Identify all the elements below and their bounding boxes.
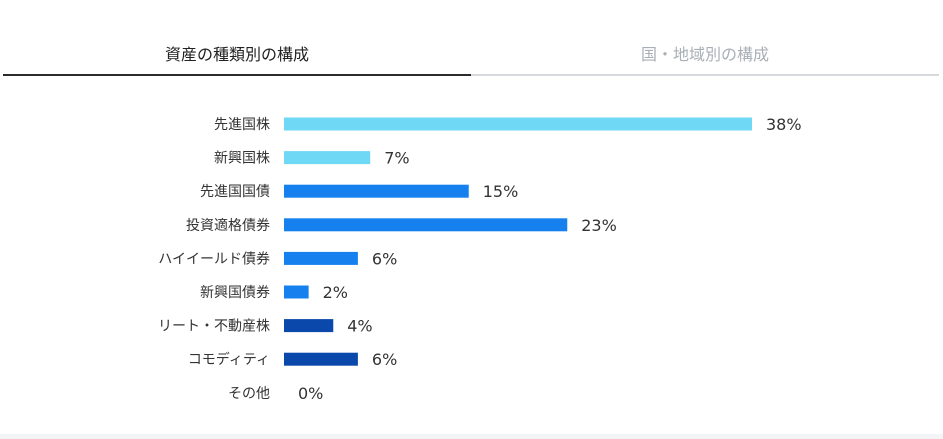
category-label: 新興国株 xyxy=(214,151,270,167)
value-label: 7% xyxy=(384,149,409,168)
value-label: 6% xyxy=(372,350,397,369)
tab-asset-type[interactable]: 資産の種類別の構成 xyxy=(3,40,471,76)
value-label: 38% xyxy=(766,115,802,134)
category-label: リート・不動産株 xyxy=(158,319,270,335)
value-label: 2% xyxy=(323,283,348,302)
tab-bar: 資産の種類別の構成 国・地域別の構成 xyxy=(0,0,943,80)
category-label: 投資適格債券 xyxy=(186,217,270,234)
value-label: 6% xyxy=(372,249,397,268)
category-label: 先進国国債 xyxy=(200,184,270,200)
bottom-divider xyxy=(0,434,943,439)
category-label: その他 xyxy=(228,386,270,402)
category-label: 先進国株 xyxy=(214,117,270,133)
bar xyxy=(284,352,358,366)
value-label: 4% xyxy=(347,317,372,336)
bar xyxy=(284,117,752,131)
bar xyxy=(284,319,334,333)
bar xyxy=(284,251,358,265)
category-label: ハイイールド債券 xyxy=(158,251,270,267)
bar xyxy=(284,218,568,232)
category-label: コモディティ xyxy=(188,351,270,368)
bar xyxy=(284,184,469,198)
value-label: 23% xyxy=(581,216,617,235)
category-label: 新興国債券 xyxy=(200,285,270,301)
bar xyxy=(284,151,371,165)
tab-country-region[interactable]: 国・地域別の構成 xyxy=(471,40,939,76)
bar xyxy=(284,285,309,299)
value-label: 0% xyxy=(298,384,323,403)
value-label: 15% xyxy=(483,182,519,201)
